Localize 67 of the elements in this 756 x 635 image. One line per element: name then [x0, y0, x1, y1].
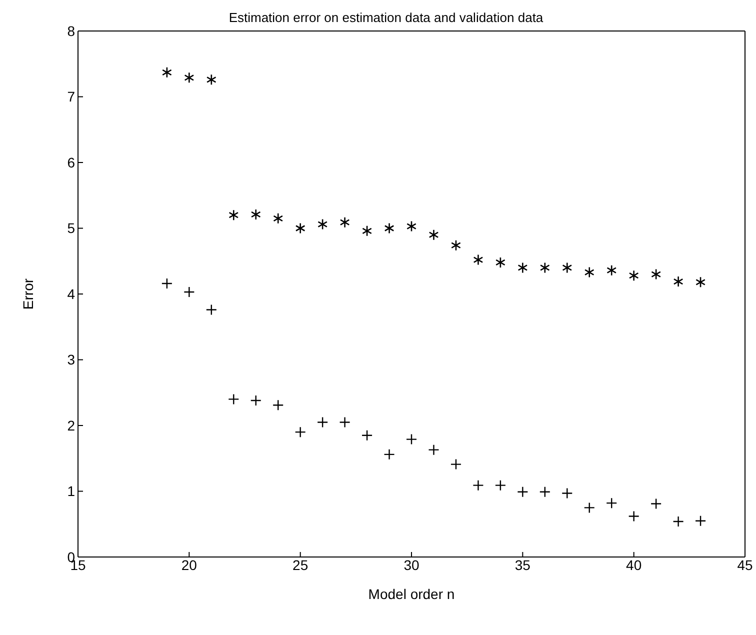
point — [206, 74, 216, 86]
point — [606, 264, 617, 276]
point — [495, 256, 506, 268]
point — [384, 222, 394, 234]
point — [406, 434, 418, 445]
point — [540, 262, 550, 274]
point — [562, 262, 572, 274]
point — [250, 394, 262, 406]
point — [694, 515, 706, 526]
point — [406, 220, 416, 232]
point — [672, 516, 684, 528]
y-tick-label: 7 — [67, 88, 76, 105]
x-axis-title: Model order n — [368, 586, 455, 602]
point — [272, 400, 284, 411]
x-tick-label: 40 — [626, 556, 642, 573]
y-tick-label: 5 — [67, 220, 76, 236]
point — [340, 216, 350, 228]
y-tick-label: 2 — [67, 417, 76, 434]
point — [273, 212, 284, 224]
chart-title: Estimation error on estimation data and validation data — [228, 10, 544, 25]
y-tick-label: 8 — [67, 22, 76, 39]
point — [206, 304, 217, 316]
point — [384, 448, 395, 460]
point — [161, 278, 173, 290]
point — [450, 458, 462, 470]
point — [184, 72, 194, 84]
point — [318, 218, 328, 230]
point — [628, 270, 639, 282]
point — [428, 444, 440, 456]
point — [450, 240, 461, 251]
point — [295, 222, 306, 234]
point — [428, 229, 439, 240]
point — [361, 430, 373, 441]
point — [651, 268, 662, 280]
y-tick-label: 3 — [67, 352, 76, 368]
point — [562, 488, 573, 499]
point — [473, 254, 484, 266]
point — [517, 486, 528, 498]
x-tick-label: 20 — [181, 556, 198, 573]
x-tick-label: 25 — [292, 556, 308, 573]
point — [339, 416, 350, 428]
point — [362, 225, 372, 237]
point — [250, 208, 261, 220]
x-tick-label: 45 — [737, 556, 753, 573]
point — [316, 416, 328, 428]
x-tick-label: 35 — [514, 556, 531, 573]
point — [673, 276, 684, 288]
point — [494, 480, 506, 491]
point — [584, 502, 595, 514]
y-tick-label: 4 — [67, 286, 76, 302]
point — [228, 394, 240, 405]
point — [584, 266, 594, 278]
point — [294, 426, 306, 438]
point — [518, 262, 528, 274]
point — [472, 480, 484, 491]
point — [184, 286, 195, 298]
point — [606, 497, 618, 509]
y-tick-label: 1 — [67, 483, 76, 500]
point — [628, 510, 640, 522]
y-axis-title: Error — [20, 278, 36, 310]
point — [162, 66, 172, 78]
point — [539, 486, 550, 498]
x-tick-label: 30 — [404, 556, 420, 573]
point — [228, 209, 239, 221]
point — [650, 498, 662, 510]
y-tick-label: 6 — [67, 154, 76, 170]
point — [696, 276, 706, 288]
